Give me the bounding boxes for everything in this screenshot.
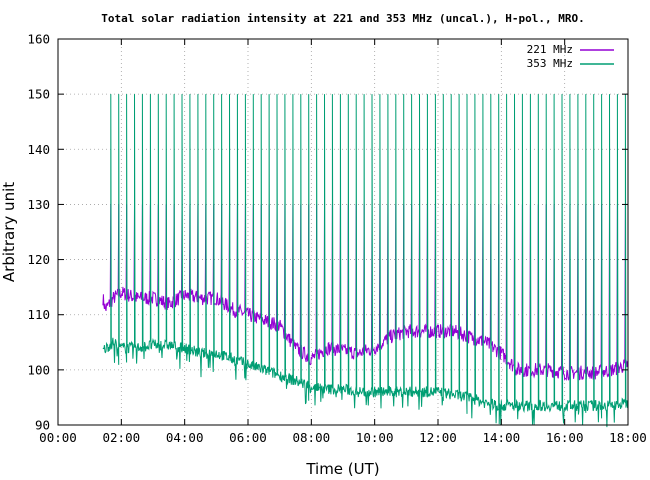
plot-frame bbox=[57, 38, 629, 426]
legend: 221 MHz 353 MHz bbox=[527, 43, 614, 70]
x-tick-labels: 00:00 02:00 04:00 06:00 08:00 10:00 12:00 14:00… bbox=[39, 430, 647, 445]
y-tick-label: 150 bbox=[27, 87, 50, 102]
x-tick-label: 18:00 bbox=[609, 430, 647, 445]
x-axis-label: Time (UT) bbox=[305, 460, 379, 478]
x-tick-label: 00:00 bbox=[39, 430, 77, 445]
chart-title: Total solar radiation intensity at 221 a… bbox=[101, 12, 584, 25]
y-axis-label: Arbitrary unit bbox=[0, 182, 18, 282]
legend-label-353: 353 MHz bbox=[527, 57, 573, 70]
grid-lines bbox=[58, 39, 628, 425]
x-tick-label: 14:00 bbox=[483, 430, 521, 445]
x-tick-label: 10:00 bbox=[356, 430, 394, 445]
y-tick-label: 130 bbox=[27, 197, 50, 212]
axis-ticks bbox=[57, 38, 629, 426]
series-353-mhz bbox=[102, 94, 629, 428]
legend-label-221: 221 MHz bbox=[527, 43, 573, 56]
y-tick-label: 90 bbox=[35, 418, 50, 433]
series-353-line bbox=[102, 94, 629, 428]
x-tick-label: 02:00 bbox=[103, 430, 141, 445]
y-tick-label: 100 bbox=[27, 362, 50, 377]
x-tick-label: 08:00 bbox=[293, 430, 331, 445]
y-tick-label: 140 bbox=[27, 142, 50, 157]
x-tick-label: 16:00 bbox=[546, 430, 584, 445]
x-tick-label: 04:00 bbox=[166, 430, 204, 445]
x-tick-label: 06:00 bbox=[229, 430, 267, 445]
y-tick-label: 110 bbox=[27, 307, 50, 322]
y-tick-labels: 90 100 110 120 130 140 150 160 bbox=[27, 32, 50, 433]
y-tick-label: 120 bbox=[27, 252, 50, 267]
y-tick-label: 160 bbox=[27, 32, 50, 47]
x-tick-label: 12:00 bbox=[419, 430, 457, 445]
